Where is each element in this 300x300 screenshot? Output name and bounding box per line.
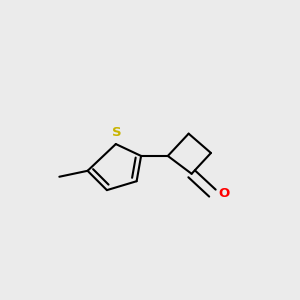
- Text: S: S: [112, 126, 122, 139]
- Text: O: O: [218, 187, 229, 200]
